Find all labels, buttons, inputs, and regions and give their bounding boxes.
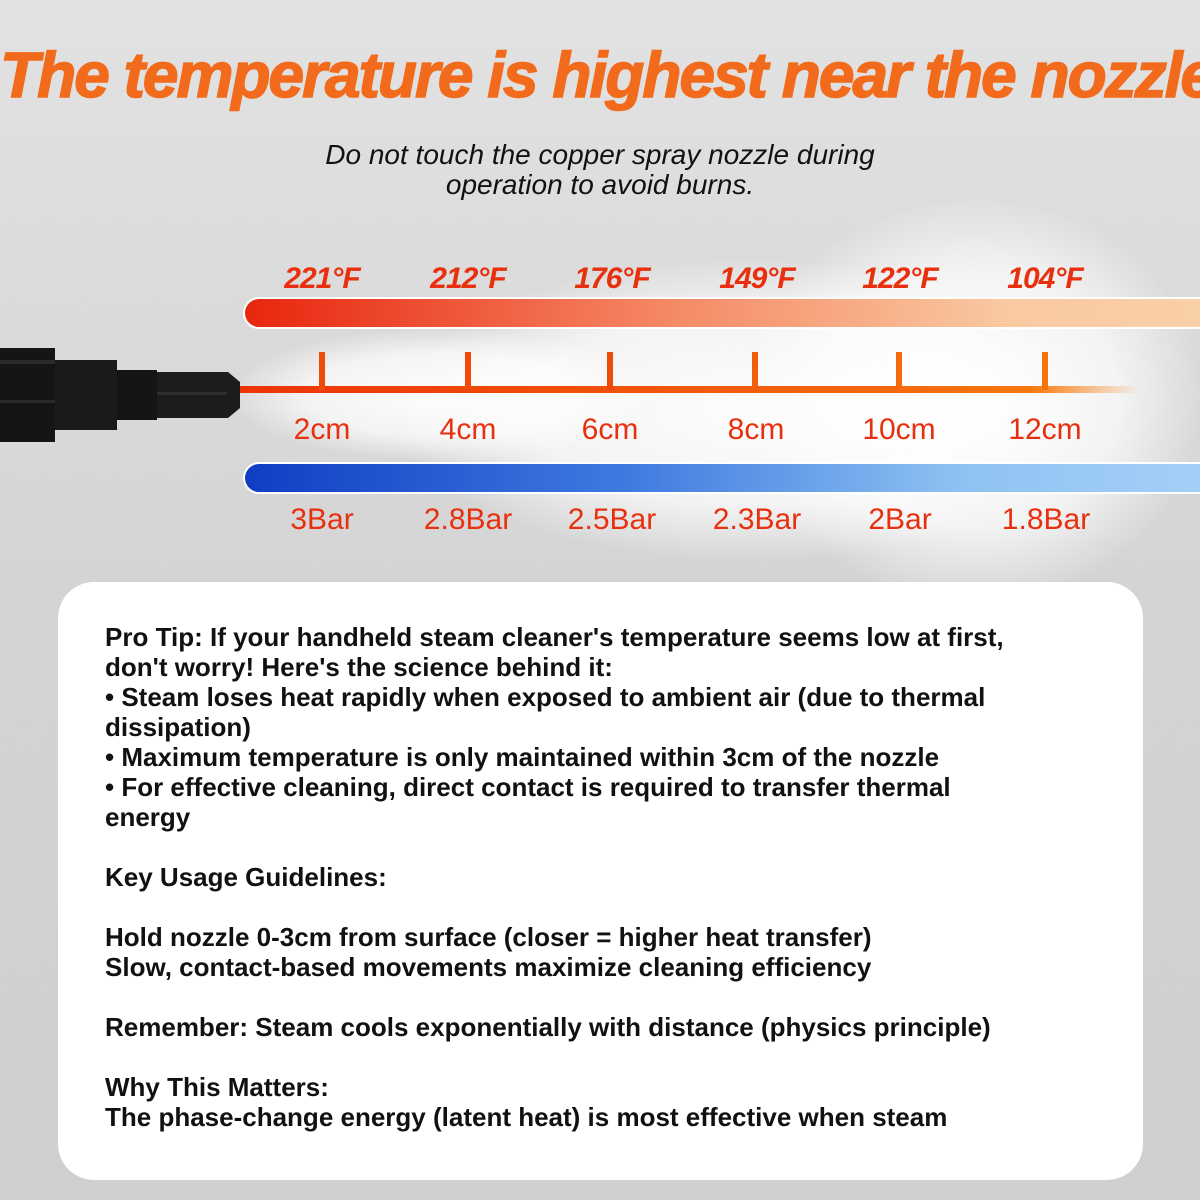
steam-nozzle-icon bbox=[0, 348, 240, 442]
distance-label: 8cm bbox=[727, 413, 785, 446]
pressure-label: 3Bar bbox=[290, 503, 354, 536]
pressure-label: 2Bar bbox=[868, 503, 932, 536]
headline: The temperature is highest near the nozz… bbox=[0, 38, 1200, 112]
tick-8cm bbox=[752, 352, 758, 390]
distance-label: 12cm bbox=[1008, 413, 1082, 446]
pressure-label: 2.3Bar bbox=[712, 503, 802, 536]
pressure-gradient-bar bbox=[243, 462, 1200, 494]
text-line: Hold nozzle 0-3cm from surface (closer =… bbox=[105, 922, 872, 952]
temperature-label: 221°F bbox=[284, 262, 360, 295]
distance-label: 2cm bbox=[293, 413, 351, 446]
temperature-label: 104°F bbox=[1007, 262, 1083, 295]
subtitle-line: operation to avoid burns. bbox=[445, 169, 755, 200]
text-line: energy bbox=[105, 802, 191, 832]
text-line: • Steam loses heat rapidly when exposed … bbox=[105, 682, 986, 712]
subtitle: Do not touch the copper spray nozzle dur… bbox=[0, 140, 1200, 200]
text-line: don't worry! Here's the science behind i… bbox=[105, 652, 613, 682]
temperature-label: 149°F bbox=[719, 262, 795, 295]
section-heading: Key Usage Guidelines: bbox=[105, 862, 387, 892]
tick-10cm bbox=[896, 352, 902, 390]
temperature-label: 122°F bbox=[862, 262, 938, 295]
text-line: dissipation) bbox=[105, 712, 251, 742]
temperature-gradient-bar bbox=[243, 297, 1200, 329]
distance-axis bbox=[240, 386, 1140, 393]
pressure-label: 1.8Bar bbox=[1001, 503, 1091, 536]
tick-12cm bbox=[1042, 352, 1048, 390]
tick-4cm bbox=[465, 352, 471, 390]
distance-label: 4cm bbox=[439, 413, 497, 446]
blank-line bbox=[105, 1042, 1135, 1072]
text-line: • Maximum temperature is only maintained… bbox=[105, 742, 940, 772]
distance-label: 10cm bbox=[862, 413, 936, 446]
temperature-label: 176°F bbox=[574, 262, 650, 295]
tick-6cm bbox=[607, 352, 613, 390]
tick-2cm bbox=[319, 352, 325, 390]
text-line: Remember: Steam cools exponentially with… bbox=[105, 1012, 991, 1042]
pressure-label: 2.5Bar bbox=[567, 503, 657, 536]
pro-tip-card bbox=[58, 582, 1143, 1180]
blank-line bbox=[105, 832, 1135, 862]
text-line: Slow, contact-based movements maximize c… bbox=[105, 952, 872, 982]
pro-tip-text: Pro Tip: If your handheld steam cleaner'… bbox=[105, 622, 1135, 1132]
subtitle-line: Do not touch the copper spray nozzle dur… bbox=[325, 139, 875, 170]
text-line: The phase-change energy (latent heat) is… bbox=[105, 1102, 948, 1132]
text-line: Pro Tip: If your handheld steam cleaner'… bbox=[105, 622, 1004, 652]
temperature-label: 212°F bbox=[430, 262, 506, 295]
blank-line bbox=[105, 892, 1135, 922]
text-line: • For effective cleaning, direct contact… bbox=[105, 772, 951, 802]
blank-line bbox=[105, 982, 1135, 1012]
distance-label: 6cm bbox=[581, 413, 639, 446]
pressure-label: 2.8Bar bbox=[423, 503, 513, 536]
steam-cloud bbox=[750, 200, 1200, 600]
section-heading: Why This Matters: bbox=[105, 1072, 329, 1102]
